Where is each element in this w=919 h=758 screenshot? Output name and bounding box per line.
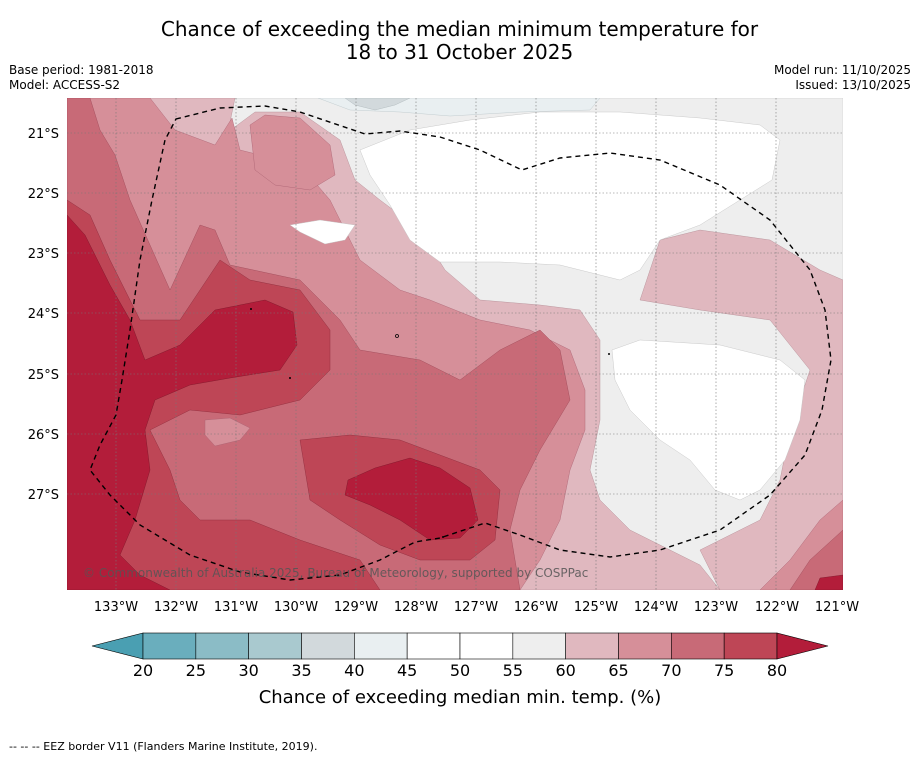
title-line-1: Chance of exceeding the median minimum t… bbox=[160, 17, 759, 41]
lon-label-133: 133°W bbox=[94, 600, 138, 615]
colorbar-tick-60: 60 bbox=[555, 661, 575, 680]
colorbar-tick-35: 35 bbox=[291, 661, 311, 680]
lon-label-125: 125°W bbox=[574, 600, 618, 615]
pocket-white-a bbox=[289, 219, 356, 245]
lat-label-22: 22°S bbox=[28, 187, 59, 202]
colorbar-box-0 bbox=[142, 632, 197, 660]
colorbar-tick-45: 45 bbox=[397, 661, 417, 680]
colorbar-tick-75: 75 bbox=[714, 661, 734, 680]
colorbar-box-1 bbox=[195, 632, 249, 660]
lat-label-23: 23°S bbox=[28, 247, 59, 262]
colorbar-tick-30: 30 bbox=[238, 661, 258, 680]
title-line-2: 18 to 31 October 2025 bbox=[345, 40, 574, 64]
lat-label-26: 26°S bbox=[28, 428, 59, 443]
colorbar-ticks: 20 25 30 35 40 45 50 55 60 65 70 75 80 bbox=[133, 661, 787, 680]
issued-date: Issued: 13/10/2025 bbox=[795, 78, 911, 92]
lat-label-25: 25°S bbox=[28, 368, 59, 383]
colorbar-tick-25: 25 bbox=[186, 661, 206, 680]
lat-labels: 21°S 22°S 23°S 24°S 25°S 26°S 27°S bbox=[28, 127, 59, 503]
colorbar-box-10 bbox=[671, 632, 725, 660]
colorbar-under-triangle bbox=[91, 632, 144, 660]
colorbar-over-triangle bbox=[776, 632, 829, 660]
island-marker-4 bbox=[608, 353, 610, 355]
graticule bbox=[67, 98, 843, 590]
lon-label-127: 127°W bbox=[454, 600, 498, 615]
colorbar-tick-65: 65 bbox=[608, 661, 628, 680]
colorbar-boxes bbox=[142, 632, 778, 660]
colorbar: 20 25 30 35 40 45 50 55 60 65 70 75 80 Chance of exc… bbox=[91, 632, 829, 708]
colorbar-box-7 bbox=[512, 632, 566, 660]
lon-label-129: 129°W bbox=[334, 600, 378, 615]
lon-label-124: 124°W bbox=[634, 600, 678, 615]
lat-label-21: 21°S bbox=[28, 127, 59, 142]
lon-labels: 133°W 132°W 131°W 130°W 129°W 128°W 127°… bbox=[94, 600, 859, 615]
map-area bbox=[67, 98, 843, 590]
lon-label-131: 131°W bbox=[214, 600, 258, 615]
contour-45-55 bbox=[359, 111, 781, 281]
lon-label-132: 132°W bbox=[154, 600, 198, 615]
eez-footnote: -- -- -- EEZ border V11 (Flanders Marine… bbox=[9, 740, 318, 753]
lat-label-27: 27°S bbox=[28, 488, 59, 503]
colorbar-box-4 bbox=[354, 632, 408, 660]
contour-70-75-east bbox=[789, 529, 843, 590]
colorbar-box-5 bbox=[406, 632, 461, 660]
lon-label-128: 128°W bbox=[394, 600, 438, 615]
contour-60-65-east bbox=[639, 229, 843, 590]
model-name: Model: ACCESS-S2 bbox=[9, 78, 121, 92]
colorbar-box-11 bbox=[723, 632, 778, 660]
model-run: Model run: 11/10/2025 bbox=[773, 63, 911, 77]
lat-label-24: 24°S bbox=[28, 307, 59, 322]
colorbar-box-6 bbox=[459, 632, 514, 660]
pocket-65-70 bbox=[204, 417, 251, 447]
colorbar-tick-70: 70 bbox=[661, 661, 681, 680]
colorbar-box-3 bbox=[301, 632, 355, 660]
lon-label-123: 123°W bbox=[694, 600, 738, 615]
colorbar-box-9 bbox=[618, 632, 672, 660]
island-marker-3 bbox=[289, 377, 291, 379]
island-marker-5 bbox=[442, 536, 444, 538]
contour-over-80 bbox=[67, 214, 298, 590]
contour-45-55-south bbox=[611, 339, 806, 501]
meta-left: Base period: 1981-2018 Model: ACCESS-S2 bbox=[9, 63, 154, 93]
lon-label-126: 126°W bbox=[514, 600, 558, 615]
base-period: Base period: 1981-2018 bbox=[9, 63, 154, 77]
colorbar-box-8 bbox=[565, 632, 619, 660]
colorbar-tick-80: 80 bbox=[767, 661, 787, 680]
colorbar-tick-40: 40 bbox=[344, 661, 364, 680]
colorbar-tick-50: 50 bbox=[450, 661, 470, 680]
eez-border bbox=[89, 105, 832, 581]
chart-title: Chance of exceeding the median minimum t… bbox=[0, 18, 919, 64]
colorbar-tick-20: 20 bbox=[133, 661, 153, 680]
island-marker-2 bbox=[250, 308, 252, 310]
contour-35-40 bbox=[344, 98, 411, 111]
lon-label-130: 130°W bbox=[274, 600, 318, 615]
contour-over-80-c bbox=[814, 574, 843, 590]
meta-right: Model run: 11/10/2025 Issued: 13/10/2025 bbox=[774, 63, 911, 93]
island-marker-1 bbox=[395, 334, 399, 338]
contour-75-80 bbox=[67, 199, 381, 590]
contour-65-70-north bbox=[249, 114, 336, 191]
lon-label-122: 122°W bbox=[755, 600, 799, 615]
colorbar-box-2 bbox=[248, 632, 302, 660]
copyright-text: © Commonwealth of Australia 2025, Bureau… bbox=[83, 566, 588, 580]
colorbar-tick-55: 55 bbox=[503, 661, 523, 680]
lon-label-121: 121°W bbox=[815, 600, 859, 615]
contour-over-80-b bbox=[344, 457, 479, 541]
colorbar-label: Chance of exceeding median min. temp. (%… bbox=[259, 687, 662, 708]
